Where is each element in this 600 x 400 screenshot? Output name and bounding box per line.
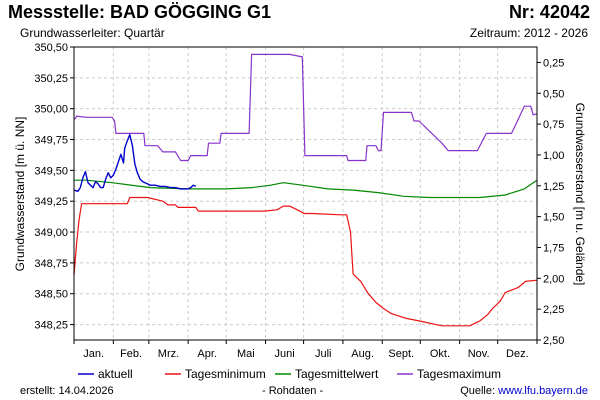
aquifer-label: Grundwasserleiter: Quartär [20, 26, 165, 40]
x-tick-label: Apr. [197, 348, 217, 360]
y-tick-label-left: 349,75 [34, 135, 68, 147]
period-label: Zeitraum: 2012 - 2026 [469, 26, 588, 40]
created-date: erstellt: 14.04.2026 [20, 385, 114, 397]
series-layer [73, 53, 538, 327]
axes: 348,25 348,50 348,75 349,00 349,25 349,50 349,… [34, 42, 564, 360]
source-link[interactable]: www.lfu.bayern.de [498, 385, 588, 397]
x-tick-label: Dez. [506, 348, 529, 360]
y-axis-label-right: Grundwasserstand [m u. Gelände] [573, 103, 587, 286]
y-tick-label-right: 2,50 [543, 335, 564, 347]
series-line-min [73, 196, 538, 327]
legend-label-aktuell: aktuell [98, 367, 133, 381]
y-tick-label-left: 348,25 [34, 320, 68, 332]
x-tick-label: Sept. [388, 348, 414, 360]
series-line-aktuell [73, 133, 197, 193]
y-tick-label-right: 1,00 [543, 150, 564, 162]
y-tick-label-left: 348,75 [34, 258, 68, 270]
y-tick-label-left: 350,50 [34, 42, 68, 54]
station-number: Nr: 42042 [508, 2, 590, 22]
y-tick-label-right: 1,75 [543, 242, 564, 254]
raw-data-note: - Rohdaten - [262, 385, 324, 397]
y-tick-label-left: 349,00 [34, 227, 68, 239]
plot-frame [73, 46, 538, 341]
series-line-mean [74, 179, 538, 199]
grid [74, 46, 537, 340]
y-tick-label-right: 0,75 [543, 119, 564, 131]
legend-label-max: Tagesmaximum [417, 367, 501, 381]
y-axis-label-left: Grundwasserstand [m ü. NN] [13, 117, 27, 272]
y-tick-label-left: 350,00 [34, 104, 68, 116]
x-tick-label: Mai [237, 348, 255, 360]
y-tick-label-right: 1,50 [543, 212, 564, 224]
source-label: Quelle: [460, 385, 499, 397]
legend-label-mean: Tagesmittelwert [295, 367, 379, 381]
y-tick-label-right: 2,25 [543, 304, 564, 316]
x-tick-label: Aug. [351, 348, 374, 360]
y-tick-label-left: 348,50 [34, 289, 68, 301]
y-tick-label-left: 350,25 [34, 73, 68, 85]
x-tick-label: Nov. [468, 348, 490, 360]
y-tick-label-right: 1,25 [543, 181, 564, 193]
x-tick-label: Mrz. [158, 348, 179, 360]
y-tick-label-left: 349,50 [34, 165, 68, 177]
y-tick-label-right: 0,25 [543, 57, 564, 69]
y-tick-label-left: 349,25 [34, 196, 68, 208]
series-line-max [74, 53, 538, 162]
x-tick-label: Okt. [430, 348, 450, 360]
x-tick-label: Jan. [83, 348, 104, 360]
x-tick-label: Juni [274, 348, 294, 360]
legend-label-min: Tagesminimum [185, 367, 266, 381]
y-tick-label-right: 0,50 [543, 88, 564, 100]
legend: aktuell Tagesminimum Tagesmittelwert Tagesm… [78, 367, 501, 381]
source-note: Quelle: www.lfu.bayern.de [460, 385, 588, 397]
y-tick-label-right: 2,00 [543, 273, 564, 285]
x-tick-label: Feb. [120, 348, 142, 360]
station-title: Messstelle: BAD GÖGGING G1 [8, 2, 272, 22]
x-tick-label: Juli [315, 348, 332, 360]
